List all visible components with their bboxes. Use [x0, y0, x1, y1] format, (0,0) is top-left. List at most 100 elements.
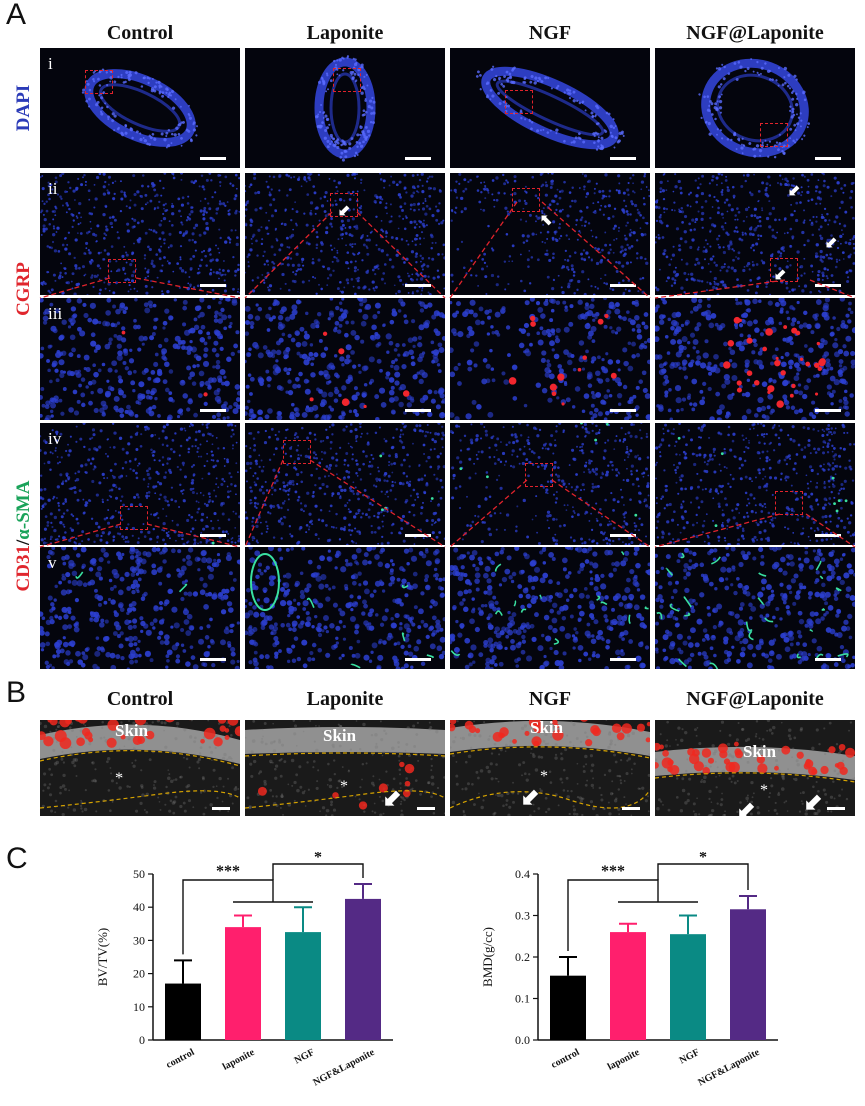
column-header-ngf: NGF — [528, 22, 572, 44]
scale-bar — [405, 284, 431, 287]
skin-label: Skin — [743, 742, 777, 761]
scale-bar — [815, 658, 841, 661]
row-label-cgrp: CGRP — [13, 262, 34, 316]
micrograph-dapi-3 — [655, 48, 855, 168]
y-tick-label: 0.0 — [515, 1033, 530, 1047]
scale-bar — [200, 658, 226, 661]
row-label-cd31-asma: CD31/α-SMA — [13, 448, 35, 624]
y-tick-label: 40 — [133, 900, 145, 914]
micrograph-texture — [655, 423, 855, 545]
scale-bar — [827, 807, 845, 810]
inset-box — [333, 68, 361, 92]
y-tick-label: 0.3 — [515, 909, 530, 923]
micrograph-cd31-zoom-3 — [655, 547, 855, 669]
panel-label-b: B — [6, 676, 27, 709]
skin-label: Skin — [323, 726, 357, 745]
micrograph-cgrp-0: ii — [40, 173, 240, 295]
micrograph-texture — [245, 423, 445, 545]
micrograph-texture — [450, 547, 650, 669]
scale-bar — [405, 658, 431, 661]
label-slash: / — [13, 539, 34, 545]
arrow-icon: ⬋ — [737, 795, 758, 823]
panel-label-a: A — [6, 0, 27, 31]
scale-bar — [417, 807, 435, 810]
y-tick-label: 0.1 — [515, 992, 530, 1006]
x-tick-label: NGF — [678, 1047, 702, 1067]
bar-laponite — [225, 927, 261, 1040]
column-header-ngf-laponite: NGF@Laponite — [686, 22, 824, 44]
x-tick-label: NGF — [293, 1047, 317, 1067]
arrow-icon: ⬋ — [804, 787, 825, 815]
y-tick-label: 10 — [133, 1000, 145, 1014]
micrograph-texture — [655, 298, 855, 420]
b-column-header-laponite: Laponite — [306, 688, 384, 710]
ultrasound-texture — [245, 720, 445, 816]
x-tick-label: NGF&Laponite — [311, 1047, 377, 1089]
micrograph-cd31-0: iv — [40, 423, 240, 545]
micrograph-texture — [245, 173, 445, 295]
micrograph-dapi-1 — [245, 48, 445, 168]
inset-box — [525, 463, 553, 487]
x-tick-label: laponite — [606, 1047, 642, 1073]
micrograph-texture — [245, 547, 445, 669]
micrograph-texture — [450, 298, 650, 420]
micrograph-cgrp-1 — [245, 173, 445, 295]
inset-box — [775, 491, 803, 515]
y-tick-label: 0.2 — [515, 950, 530, 964]
micrograph-texture — [655, 547, 855, 669]
significance-bracket — [272, 863, 364, 880]
inset-box — [330, 193, 358, 217]
scale-bar — [200, 534, 226, 537]
bar-laponite — [610, 932, 646, 1040]
micrograph-cgrp-zoom-2 — [450, 298, 650, 420]
b-column-header-ngf-laponite: NGF@Laponite — [686, 688, 824, 710]
micrograph-cd31-zoom-2 — [450, 547, 650, 669]
b-column-header-control: Control — [106, 688, 174, 710]
bar-NGF&Laponite — [730, 909, 766, 1040]
significance-bracket — [182, 879, 274, 955]
micrograph-texture — [40, 173, 240, 295]
micrograph-cgrp-3 — [655, 173, 855, 295]
b-column-header-ngf: NGF — [528, 688, 572, 710]
significance-label: *** — [601, 863, 625, 880]
inset-box — [283, 440, 311, 464]
arrow-icon: ⬋ — [521, 782, 542, 810]
micrograph-cgrp-zoom-3 — [655, 298, 855, 420]
y-tick-label: 0 — [139, 1033, 145, 1047]
scale-bar — [815, 409, 841, 412]
label-cd31: CD31 — [13, 545, 34, 592]
x-tick-label: laponite — [221, 1047, 257, 1073]
x-tick-label: control — [164, 1047, 196, 1071]
x-tick-label: NGF&Laponite — [696, 1047, 762, 1089]
bar-NGF — [285, 932, 321, 1040]
bar-control — [165, 983, 201, 1040]
ultrasound-image-3: Skin * — [655, 720, 855, 816]
ultrasound-texture — [655, 720, 855, 816]
column-header-laponite: Laponite — [306, 22, 384, 44]
y-tick-label: 20 — [133, 967, 145, 981]
ultrasound-image-2: Skin * — [450, 720, 650, 816]
scale-bar — [610, 284, 636, 287]
micrograph-cd31-zoom-1 — [245, 547, 445, 669]
row-numeral-iii: iii — [48, 304, 63, 323]
y-tick-label: 30 — [133, 933, 145, 947]
scale-bar — [405, 157, 431, 160]
micrograph-dapi-2 — [450, 48, 650, 168]
row-label-dapi: DAPI — [13, 84, 34, 132]
y-tick-label: 0.4 — [515, 867, 530, 881]
micrograph-cd31-2 — [450, 423, 650, 545]
y-axis-label: BV/TV(%) — [95, 928, 110, 987]
scale-bar — [815, 284, 841, 287]
inset-box — [108, 259, 136, 283]
micrograph-cd31-zoom-0: v — [40, 547, 240, 669]
inset-box — [512, 188, 540, 212]
micrograph-texture — [40, 298, 240, 420]
row-numeral-iv: iv — [48, 429, 62, 448]
significance-label: * — [314, 852, 322, 866]
significance-label: * — [699, 852, 707, 866]
micrograph-cgrp-zoom-1 — [245, 298, 445, 420]
inset-box — [120, 506, 148, 530]
scale-bar — [200, 284, 226, 287]
micrograph-texture — [475, 65, 625, 151]
